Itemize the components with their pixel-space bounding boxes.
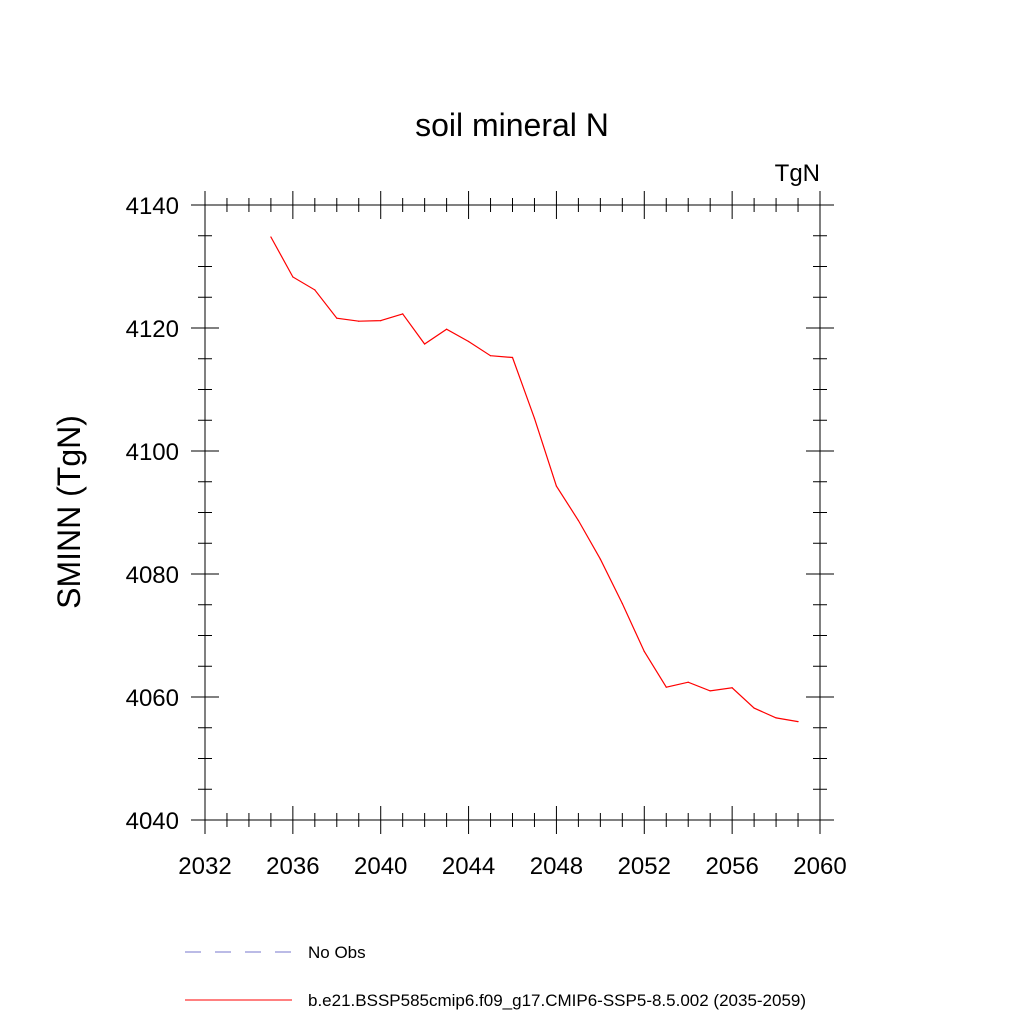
data-point [467,340,470,343]
x-tick-label: 2052 [618,853,671,880]
series-line [270,236,799,723]
x-tick-label: 2044 [442,853,495,880]
data-point [797,721,799,723]
data-point [292,276,294,278]
data-point [314,289,316,291]
series-layer [270,236,799,723]
x-tick-label: 2056 [705,853,758,880]
y-axis-label: SMINN (TgN) [51,415,87,609]
data-point [446,328,448,330]
data-point [402,313,404,315]
legend-label-1: b.e21.BSSP585cmip6.f09_g17.CMIP6-SSP5-8.… [308,991,806,1010]
legend: No Obs b.e21.BSSP585cmip6.f09_g17.CMIP6-S… [185,943,806,1010]
data-point [380,320,382,322]
plot-frame [204,204,821,821]
data-point [270,236,272,238]
y-tick-label: 4080 [126,562,179,589]
y-tick-label: 4040 [126,808,179,835]
y-tick-label: 4140 [126,193,179,220]
x-tick-label: 2060 [793,853,846,880]
legend-label-0: No Obs [308,943,366,962]
data-point [599,558,601,560]
data-point [621,602,623,605]
x-tick-label: 2048 [530,853,583,880]
x-tick-label: 2032 [178,853,231,880]
data-point [489,355,492,357]
data-point [687,681,689,683]
data-point [424,343,426,345]
y-tick-label: 4060 [126,685,179,712]
data-point [775,717,777,719]
data-point [336,317,338,319]
y-tick-label: 4100 [126,439,179,466]
data-point [555,485,558,487]
data-point [511,356,514,359]
data-point [709,690,711,692]
data-point [577,519,579,522]
units-label: TgN [775,160,820,187]
data-point [533,417,536,420]
data-point [643,650,645,653]
data-point [358,320,360,322]
data-point [753,707,755,709]
data-point [665,686,667,688]
x-tick-label: 2036 [266,853,319,880]
y-tick-label: 4120 [126,316,179,343]
x-tick-label: 2040 [354,853,407,880]
axes: 2032 2036 2040 2044 2048 2052 2056 2060 4040 4060… [126,191,847,880]
chart-title: soil mineral N [415,107,609,143]
data-point [731,687,733,689]
